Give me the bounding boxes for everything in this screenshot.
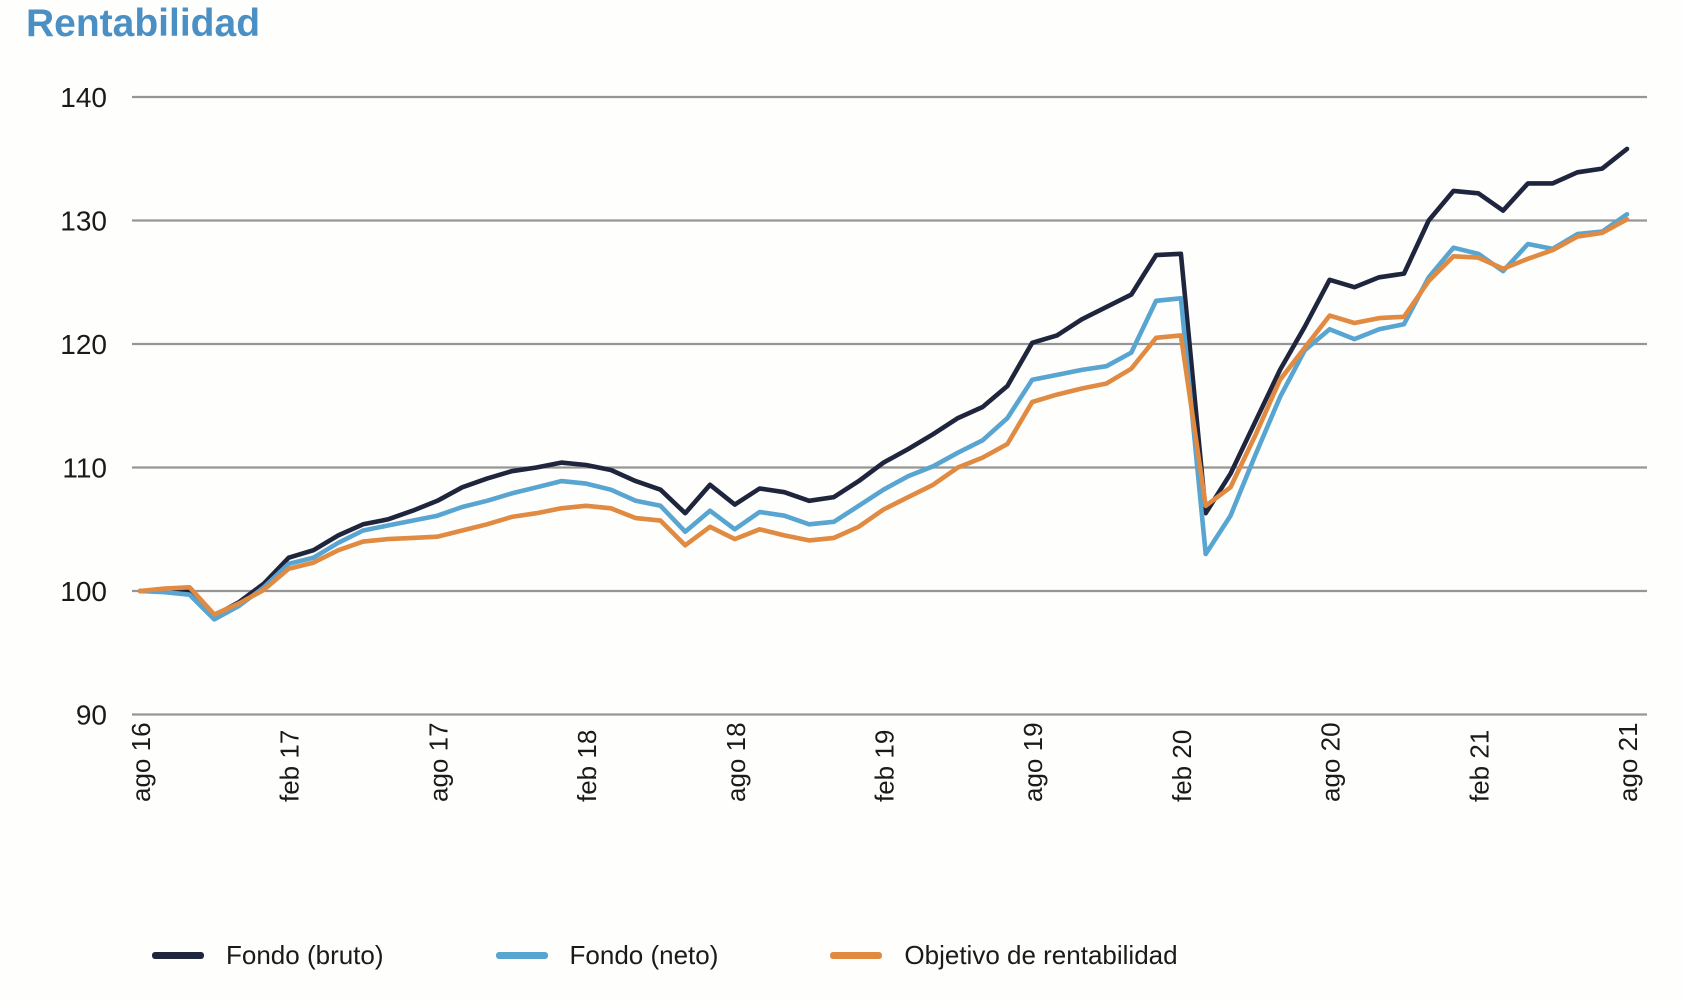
legend-item-fondo-neto: Fondo (neto) bbox=[495, 940, 719, 971]
svg-text:ago 20: ago 20 bbox=[1316, 722, 1346, 802]
svg-text:feb 18: feb 18 bbox=[572, 730, 602, 802]
svg-text:feb 19: feb 19 bbox=[870, 730, 900, 802]
legend-label: Fondo (neto) bbox=[569, 940, 719, 970]
legend-item-objetivo: Objetivo de rentabilidad bbox=[830, 940, 1178, 971]
legend-item-fondo-bruto: Fondo (bruto) bbox=[152, 940, 384, 971]
svg-text:90: 90 bbox=[76, 700, 107, 731]
svg-text:100: 100 bbox=[60, 576, 107, 607]
svg-text:ago 19: ago 19 bbox=[1018, 722, 1048, 802]
svg-text:140: 140 bbox=[60, 82, 107, 113]
fondo-bruto-swatch-icon bbox=[152, 952, 204, 959]
legend-label: Fondo (bruto) bbox=[226, 940, 384, 970]
svg-text:130: 130 bbox=[60, 206, 107, 237]
svg-text:ago 17: ago 17 bbox=[423, 722, 453, 802]
svg-text:feb 20: feb 20 bbox=[1167, 730, 1197, 802]
page-title: Rentabilidad bbox=[26, 2, 261, 45]
svg-text:feb 21: feb 21 bbox=[1464, 730, 1494, 802]
svg-text:ago 16: ago 16 bbox=[126, 722, 156, 802]
svg-text:110: 110 bbox=[62, 453, 107, 484]
svg-text:feb 17: feb 17 bbox=[275, 730, 305, 802]
legend-label: Objetivo de rentabilidad bbox=[904, 940, 1178, 970]
svg-text:120: 120 bbox=[60, 329, 107, 360]
svg-text:ago 21: ago 21 bbox=[1613, 722, 1643, 802]
fondo-neto-swatch-icon bbox=[495, 952, 548, 959]
svg-text:ago 18: ago 18 bbox=[721, 722, 751, 802]
objetivo-swatch-icon bbox=[830, 952, 883, 959]
chart-legend: Fondo (bruto) Fondo (neto) Objetivo de r… bbox=[152, 940, 1290, 971]
